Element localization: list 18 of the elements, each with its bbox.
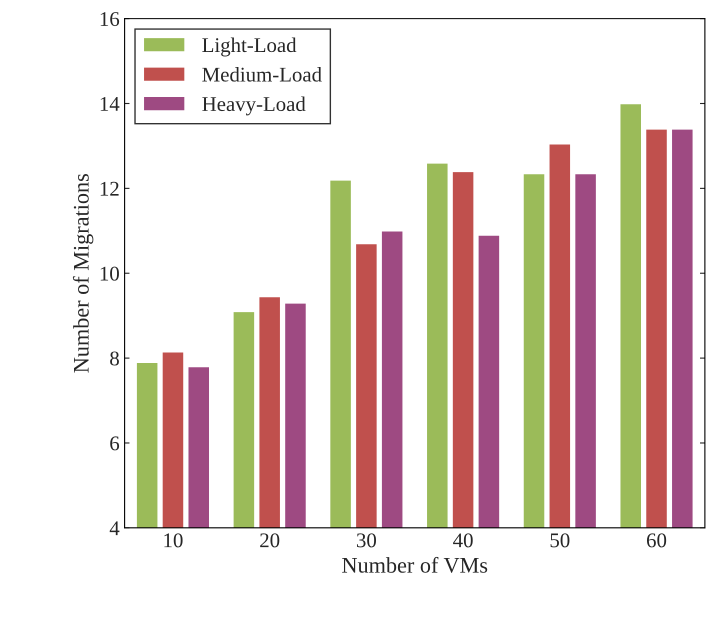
legend-label: Medium-Load bbox=[202, 67, 322, 82]
y-tick-label: 10 bbox=[100, 266, 119, 281]
y-tick-label: 8 bbox=[110, 351, 119, 366]
x-tick-label: 40 bbox=[453, 533, 473, 548]
x-tick-label: 20 bbox=[260, 533, 280, 548]
y-tick-label: 14 bbox=[100, 96, 120, 111]
x-tick-label: 50 bbox=[550, 533, 570, 548]
y-tick-label: 16 bbox=[100, 12, 120, 26]
y-tick-label: 4 bbox=[110, 521, 120, 536]
x-tick-label: 60 bbox=[647, 533, 666, 548]
x-tick-label: 30 bbox=[356, 533, 376, 548]
legend-label: Light-Load bbox=[202, 38, 296, 56]
legend-label: Heavy-Load bbox=[202, 96, 306, 116]
x-axis-title: Number of VMs bbox=[342, 556, 488, 573]
x-tick-label: 10 bbox=[164, 533, 183, 548]
y-tick-label: 6 bbox=[110, 436, 120, 450]
y-tick-label: 12 bbox=[100, 182, 119, 196]
y-axis-title: Number of Migrations bbox=[72, 174, 94, 373]
